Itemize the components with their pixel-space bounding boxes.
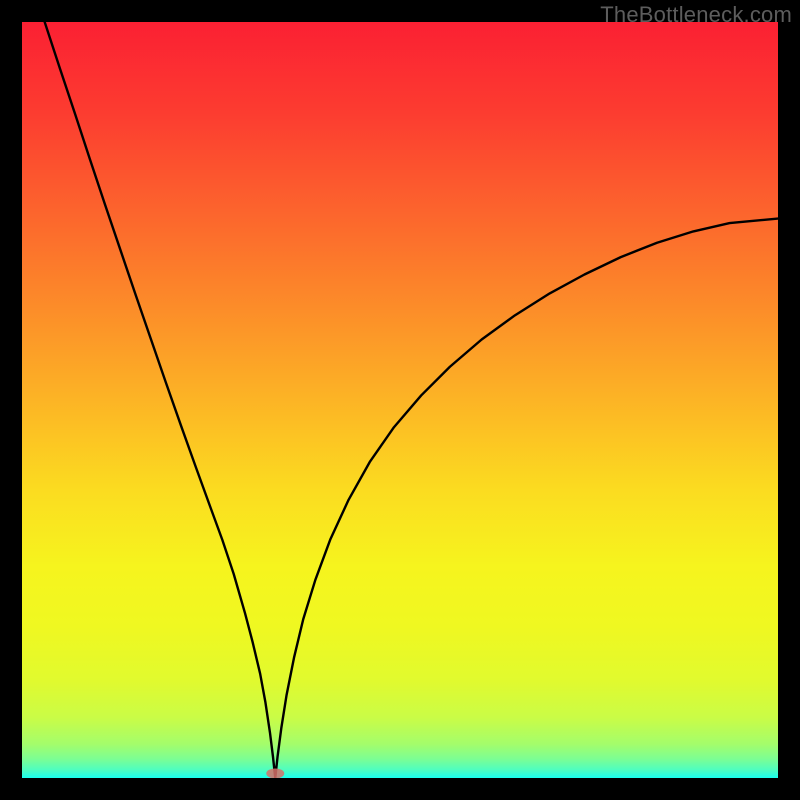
chart-frame: TheBottleneck.com xyxy=(0,0,800,800)
watermark-text: TheBottleneck.com xyxy=(600,2,792,28)
bottleneck-curve-chart xyxy=(22,22,778,778)
heat-gradient-background xyxy=(22,22,778,778)
plot-container xyxy=(22,22,778,778)
optimal-point-marker xyxy=(266,768,284,778)
